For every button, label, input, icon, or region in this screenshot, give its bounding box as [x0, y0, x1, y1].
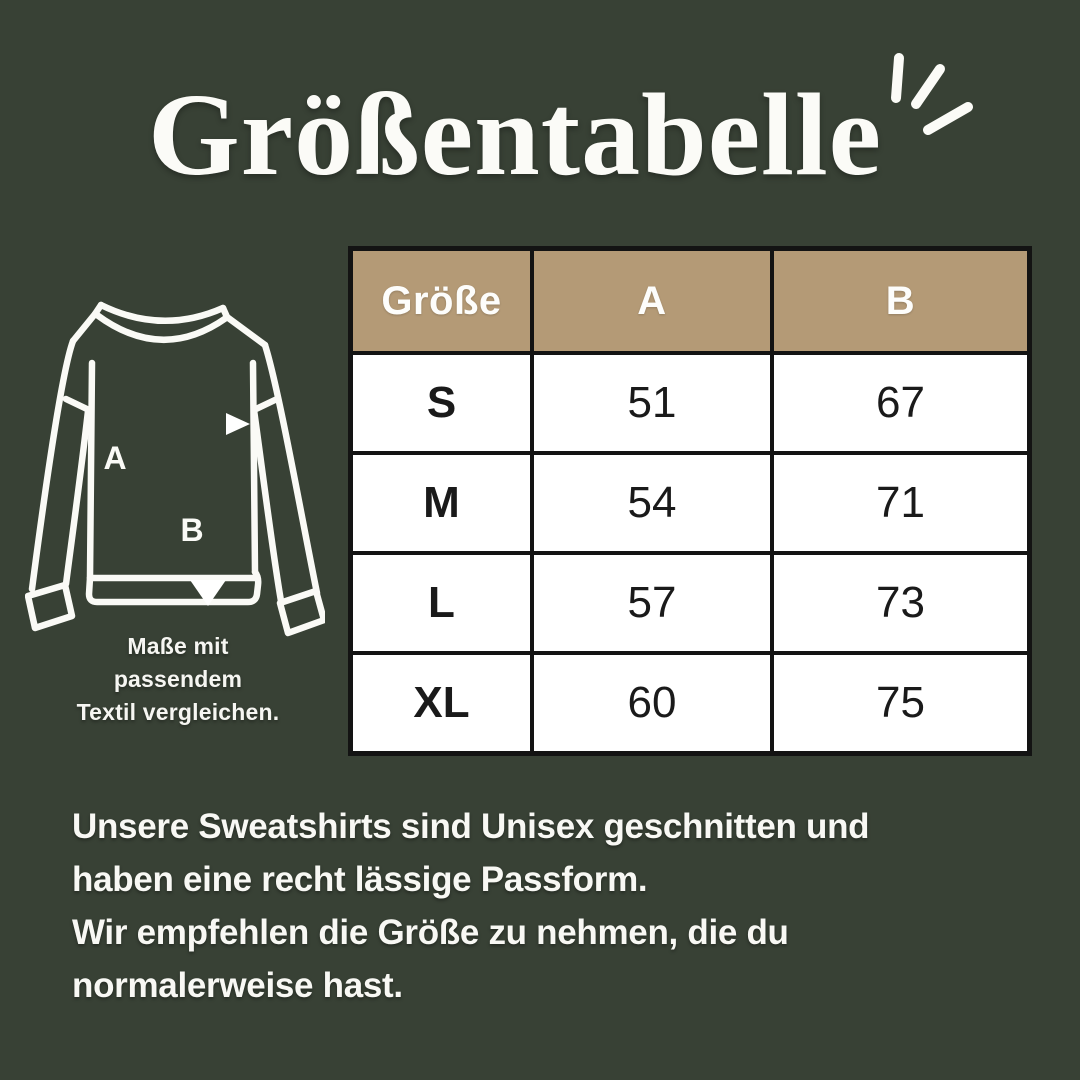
- table-header-b: B: [774, 251, 1027, 351]
- figure-caption: Maße mit passendem Textil vergleichen.: [28, 630, 328, 729]
- arrow-a-head-icon: [226, 413, 250, 435]
- table-row-m-size: M: [353, 455, 530, 551]
- caption-line: Maße mit: [127, 633, 229, 659]
- description-line: Wir empfehlen die Größe zu nehmen, die d…: [72, 913, 789, 952]
- label-measure-a: A: [103, 440, 126, 476]
- table-row-xl-size: XL: [353, 655, 530, 751]
- description-line: haben eine recht lässige Passform.: [72, 860, 648, 899]
- table-row-xl-a: 60: [534, 655, 770, 751]
- sweatshirt-diagram: A B: [25, 301, 325, 637]
- size-table: Größe A B S 51 67 M 54 71 L 57 73 XL 60 …: [348, 246, 1032, 756]
- table-header-size: Größe: [353, 251, 530, 351]
- table-header-a: A: [534, 251, 770, 351]
- caption-line: passendem: [113, 666, 243, 692]
- measurement-arrows: [98, 348, 250, 606]
- label-measure-b: B: [180, 512, 203, 548]
- table-row-s-a: 51: [534, 355, 770, 451]
- sweatshirt-outline: [25, 301, 325, 637]
- table-row-m-a: 54: [534, 455, 770, 551]
- page-title: Größentabelle: [147, 69, 883, 200]
- description-line: Unsere Sweatshirts sind Unisex geschnitt…: [72, 807, 870, 846]
- table-row-l-a: 57: [534, 555, 770, 651]
- fit-description: Unsere Sweatshirts sind Unisex geschnitt…: [72, 800, 1032, 1012]
- sparkle-burst-icon: [891, 53, 973, 135]
- description-line: normalerweise hast.: [72, 966, 403, 1005]
- table-row-xl-b: 75: [774, 655, 1027, 751]
- arrow-b-head-icon: [190, 580, 226, 606]
- table-row-s-size: S: [353, 355, 530, 451]
- table-row-m-b: 71: [774, 455, 1027, 551]
- table-row-s-b: 67: [774, 355, 1027, 451]
- table-row-l-b: 73: [774, 555, 1027, 651]
- caption-line: Textil vergleichen.: [76, 699, 280, 725]
- table-row-l-size: L: [353, 555, 530, 651]
